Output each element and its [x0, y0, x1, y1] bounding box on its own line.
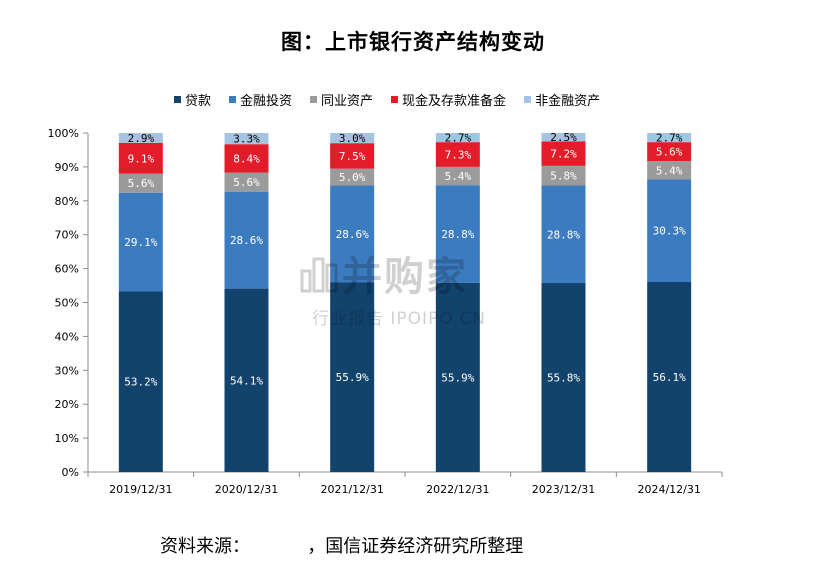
y-tick-label: 20% [55, 398, 79, 411]
bar-segment-financial-investment [435, 185, 480, 283]
data-label-financial-investment: 30.3% [653, 225, 686, 238]
data-label-loans: 56.1% [653, 371, 686, 384]
bar-segment-non-financial [224, 133, 269, 145]
data-label-non-financial: 2.9% [128, 132, 155, 145]
bar-segment-cash-reserve [224, 144, 269, 173]
legend-label-loans: 贷款 [185, 94, 212, 109]
bar-segment-cash-reserve [118, 142, 163, 174]
x-tick-label: 2024/12/31 [637, 483, 700, 496]
y-tick-label: 40% [55, 330, 79, 343]
y-tick-label: 90% [55, 161, 79, 174]
legend-item-non-financial: 非金融资产 [524, 90, 600, 109]
data-label-interbank: 5.4% [656, 164, 683, 177]
x-tick-label: 2022/12/31 [426, 483, 489, 496]
chart-legend: 贷款 金融投资 同业资产 现金及存款准备金 非金融资产 [174, 90, 618, 109]
data-label-interbank: 5.0% [339, 171, 366, 184]
bar-segment-non-financial [330, 133, 375, 144]
legend-item-interbank: 同业资产 [310, 90, 373, 109]
data-label-interbank: 5.6% [233, 176, 260, 189]
y-tick-label: 70% [55, 229, 79, 242]
data-label-non-financial: 3.0% [339, 132, 366, 145]
bar-segment-interbank [435, 166, 480, 186]
data-label-non-financial: 3.3% [233, 133, 260, 146]
bar-segment-financial-investment [541, 185, 586, 284]
legend-item-cash-reserve: 现金及存款准备金 [391, 90, 506, 109]
data-label-non-financial: 2.7% [656, 132, 683, 145]
bar-segment-financial-investment [330, 185, 375, 283]
bar-segment-non-financial [435, 133, 480, 143]
data-label-cash-reserve: 8.4% [233, 152, 260, 165]
data-label-financial-investment: 28.6% [230, 234, 263, 247]
bar-segment-loans [330, 282, 375, 472]
legend-label-non-financial: 非金融资产 [535, 94, 601, 109]
data-label-interbank: 5.6% [128, 177, 155, 190]
bar-segment-non-financial [647, 133, 692, 143]
bar-segment-non-financial [118, 133, 163, 143]
data-label-non-financial: 2.7% [445, 132, 472, 145]
bar-segment-financial-investment [118, 192, 163, 292]
data-label-interbank: 5.8% [550, 170, 577, 183]
x-tick-label: 2023/12/31 [532, 483, 595, 496]
bar-segment-cash-reserve [330, 143, 375, 169]
bar-segment-financial-investment [224, 191, 269, 289]
y-tick-label: 80% [55, 195, 79, 208]
bar-segment-loans [541, 283, 586, 472]
data-label-financial-investment: 28.6% [336, 228, 369, 241]
bar-segment-loans [647, 282, 692, 472]
bar-segment-loans [118, 291, 163, 472]
data-label-financial-investment: 28.8% [547, 228, 580, 241]
data-label-financial-investment: 29.1% [124, 236, 157, 249]
source-note: 资料来源： ，国信证券经济研究所整理 [160, 536, 524, 557]
bar-segment-non-financial [541, 133, 586, 142]
data-label-loans: 55.9% [441, 371, 474, 384]
legend-label-financial-investment: 金融投资 [240, 94, 293, 109]
bar-segment-interbank [330, 168, 375, 186]
bar-segment-financial-investment [647, 179, 692, 283]
x-tick-label: 2020/12/31 [215, 483, 278, 496]
legend-item-financial-investment: 金融投资 [229, 90, 292, 109]
data-label-financial-investment: 28.8% [441, 228, 474, 241]
bar-segment-cash-reserve [647, 142, 692, 162]
data-label-loans: 54.1% [230, 374, 263, 387]
y-tick-label: 100% [48, 127, 79, 140]
bar-segment-cash-reserve [541, 141, 586, 166]
bar-segment-interbank [224, 172, 269, 192]
y-tick-label: 60% [55, 263, 79, 276]
y-tick-label: 50% [55, 297, 79, 310]
bar-segment-loans [224, 288, 269, 472]
x-tick-label: 2019/12/31 [109, 483, 172, 496]
y-tick-label: 10% [55, 432, 79, 445]
data-label-cash-reserve: 7.2% [550, 148, 577, 161]
data-label-cash-reserve: 5.6% [656, 146, 683, 159]
data-label-loans: 53.2% [124, 376, 157, 389]
data-label-interbank: 5.4% [445, 170, 472, 183]
legend-label-cash-reserve: 现金及存款准备金 [402, 94, 507, 109]
data-label-cash-reserve: 9.1% [128, 152, 155, 165]
legend-label-interbank: 同业资产 [321, 94, 374, 109]
bar-segment-interbank [541, 165, 586, 186]
y-tick-label: 30% [55, 364, 79, 377]
legend-item-loans: 贷款 [174, 90, 211, 109]
chart-title: 图：上市银行资产结构变动 [281, 30, 545, 54]
legend-swatch-interbank [310, 96, 318, 103]
bar-segment-loans [435, 282, 480, 472]
legend-swatch-cash-reserve [391, 96, 399, 103]
data-label-cash-reserve: 7.3% [445, 149, 472, 162]
legend-swatch-financial-investment [229, 96, 237, 103]
bar-segment-cash-reserve [435, 142, 480, 167]
data-label-loans: 55.8% [547, 372, 580, 385]
legend-swatch-non-financial [524, 96, 532, 103]
data-label-cash-reserve: 7.5% [339, 150, 366, 163]
data-label-non-financial: 2.5% [550, 131, 577, 144]
bar-segment-interbank [118, 173, 163, 193]
x-tick-label: 2021/12/31 [320, 483, 383, 496]
bar-segment-interbank [647, 161, 692, 180]
legend-swatch-loans [174, 96, 181, 103]
data-label-loans: 55.9% [336, 371, 369, 384]
y-tick-label: 0% [62, 466, 79, 479]
